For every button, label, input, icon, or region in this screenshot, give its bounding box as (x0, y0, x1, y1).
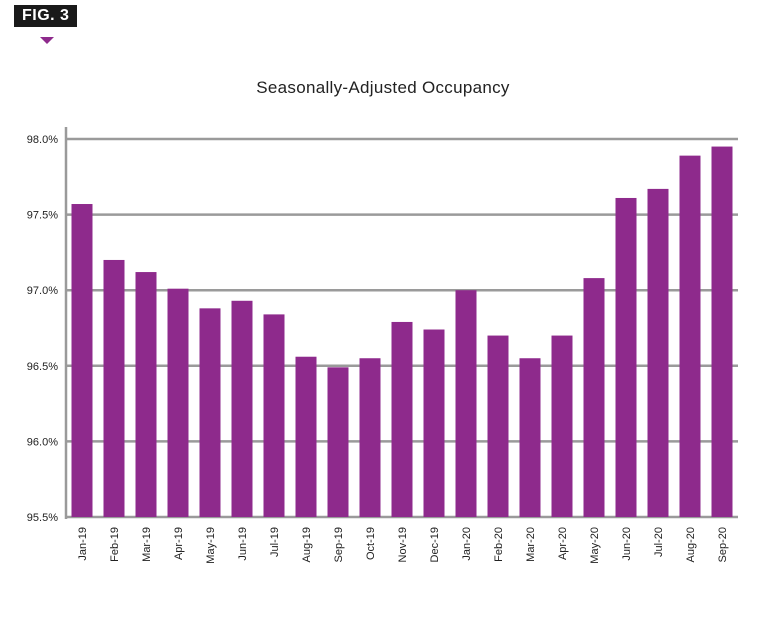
bar-aug-20 (679, 155, 701, 517)
x-tick-label: Jun-20 (621, 527, 633, 561)
bar-feb-19 (103, 259, 125, 517)
x-tick-label: Jan-20 (461, 527, 473, 561)
x-tick-label: Feb-20 (493, 527, 505, 562)
label-layer: 95.5% 96.0% 96.5% 97.0% 97.5% 98.0% Jan-19 Feb-… (27, 134, 729, 564)
chart-title: Seasonally-Adjusted Occupancy (256, 78, 510, 97)
x-tick-label: Oct-19 (365, 527, 377, 560)
y-tick-label: 97.0% (27, 285, 58, 297)
bar-jul-20 (647, 188, 669, 517)
bar-jun-19 (231, 300, 253, 517)
figure-pointer-icon (40, 37, 54, 44)
bar-sep-20 (711, 146, 733, 517)
bar-dec-19 (423, 329, 445, 517)
bar-jun-20 (615, 197, 637, 517)
x-tick-label: Jul-20 (653, 527, 665, 557)
x-tick-label: Apr-20 (557, 527, 569, 560)
x-tick-label: Jun-19 (237, 527, 249, 561)
x-tick-label: Aug-19 (301, 527, 313, 562)
x-tick-label: Sep-20 (717, 527, 729, 562)
bar-apr-19 (167, 288, 189, 517)
y-tick-label: 95.5% (27, 512, 58, 524)
x-tick-label: Apr-19 (173, 527, 185, 560)
bar-aug-19 (295, 356, 317, 517)
y-tick-label: 98.0% (27, 134, 58, 146)
x-tick-label: Jan-19 (77, 527, 89, 561)
bar-oct-19 (359, 358, 381, 517)
x-tick-label: Aug-20 (685, 527, 697, 562)
y-tick-label: 96.0% (27, 436, 58, 448)
figure-label: FIG. 3 (14, 5, 78, 27)
x-tick-label: May-19 (205, 527, 217, 564)
bar-mar-19 (135, 272, 157, 517)
x-tick-label: Mar-19 (141, 527, 153, 562)
bar-jul-19 (263, 314, 285, 517)
y-tick-label: 96.5% (27, 361, 58, 373)
bar-layer (71, 146, 733, 518)
bar-sep-19 (327, 367, 349, 517)
x-tick-label: May-20 (589, 527, 601, 564)
x-tick-label: Jul-19 (269, 527, 281, 557)
bar-feb-20 (487, 335, 509, 517)
bar-may-20 (583, 278, 605, 517)
bar-nov-19 (391, 321, 413, 517)
bar-jan-19 (71, 204, 93, 518)
bar-mar-20 (519, 358, 541, 517)
x-tick-label: Dec-19 (429, 527, 441, 562)
y-tick-label: 97.5% (27, 210, 58, 222)
bar-apr-20 (551, 335, 573, 517)
x-tick-label: Mar-20 (525, 527, 537, 562)
x-tick-label: Sep-19 (333, 527, 345, 562)
x-tick-label: Feb-19 (109, 527, 121, 562)
x-tick-label: Nov-19 (397, 527, 409, 562)
bar-may-19 (199, 308, 221, 517)
bar-jan-20 (455, 290, 477, 517)
